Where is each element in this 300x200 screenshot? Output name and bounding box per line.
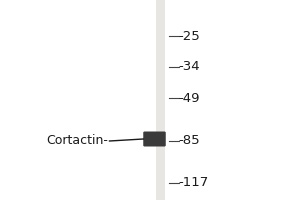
Text: -117: -117 — [178, 176, 209, 190]
FancyBboxPatch shape — [143, 132, 166, 146]
Text: -25: -25 — [178, 29, 200, 43]
Text: -85: -85 — [178, 134, 200, 148]
Text: -34: -34 — [178, 60, 200, 73]
Text: -49: -49 — [178, 92, 200, 104]
Text: Cortactin-: Cortactin- — [46, 134, 108, 148]
Bar — [156, 0, 165, 200]
